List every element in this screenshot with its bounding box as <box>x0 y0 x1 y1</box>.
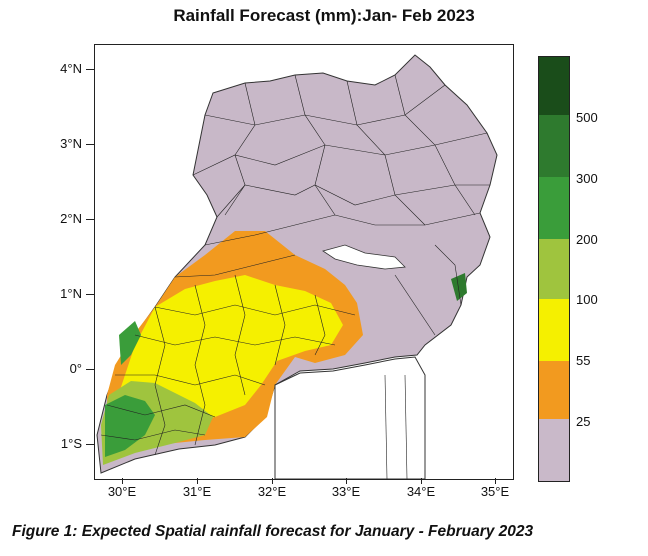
lat-tick-label: 3°N <box>60 136 82 151</box>
lat-tick-label: 0° <box>69 361 82 376</box>
legend-label: 300 <box>576 171 598 186</box>
green-zone <box>105 395 155 457</box>
legend-swatch <box>539 239 569 299</box>
lon-tickmark <box>495 478 496 484</box>
lake-victoria <box>274 356 426 479</box>
lon-tickmark <box>197 478 198 484</box>
district-boundaries <box>100 74 490 479</box>
lon-tick-label: 35°E <box>480 484 510 499</box>
green-spot-east <box>451 273 467 301</box>
legend-label: 100 <box>576 292 598 307</box>
lat-tick-label: 1°S <box>60 436 82 451</box>
lat-tickmark <box>86 369 94 370</box>
lat-tickmark <box>86 69 94 70</box>
legend-swatch <box>539 57 569 115</box>
figure-caption: Figure 1: Expected Spatial rainfall fore… <box>12 523 534 540</box>
lat-tickmark <box>86 444 94 445</box>
legend-swatch <box>539 299 569 361</box>
legend-swatch <box>539 177 569 239</box>
lon-tickmark <box>122 478 123 484</box>
map-frame <box>94 44 514 480</box>
lat-tickmark <box>86 144 94 145</box>
legend-label: 55 <box>576 353 591 368</box>
legend-swatch <box>539 361 569 419</box>
lon-tickmark <box>421 478 422 484</box>
lake-kyoga <box>322 244 406 270</box>
lon-tick-label: 30°E <box>107 484 137 499</box>
legend-swatch <box>539 115 569 177</box>
lat-tickmark <box>86 219 94 220</box>
lon-tick-label: 31°E <box>182 484 212 499</box>
lat-tickmark <box>86 294 94 295</box>
lat-tick-label: 4°N <box>60 61 82 76</box>
lat-tick-label: 2°N <box>60 211 82 226</box>
lon-tick-label: 34°E <box>406 484 436 499</box>
lon-tickmark <box>346 478 347 484</box>
green-strip-west <box>119 321 141 365</box>
legend-label: 25 <box>576 414 591 429</box>
lat-tick-label: 1°N <box>60 286 82 301</box>
lon-tickmark <box>272 478 273 484</box>
lon-tick-label: 33°E <box>331 484 361 499</box>
legend-label: 200 <box>576 232 598 247</box>
map-title: Rainfall Forecast (mm):Jan- Feb 2023 <box>173 6 475 25</box>
legend-swatch <box>539 419 569 481</box>
legend-label: 500 <box>576 110 598 125</box>
legend-colorbar <box>538 56 570 482</box>
lon-tick-label: 32°E <box>257 484 287 499</box>
uganda-rainfall-map <box>96 54 498 479</box>
